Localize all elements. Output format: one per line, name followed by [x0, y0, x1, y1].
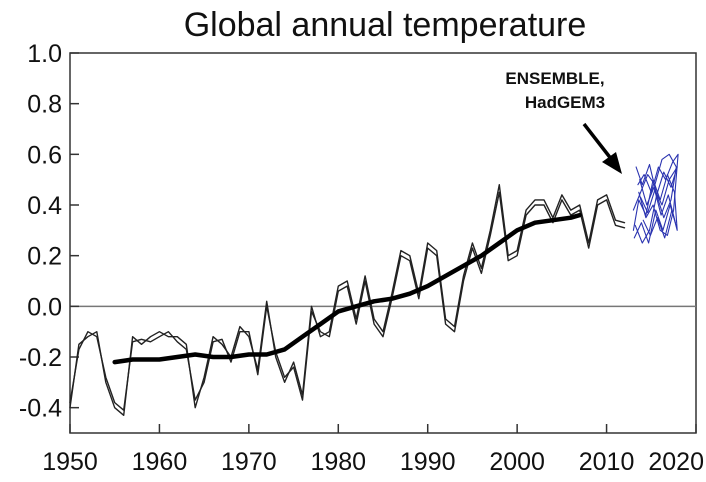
x-tick-label: 1960: [132, 448, 188, 476]
x-tick-label: 1990: [400, 448, 456, 476]
ensemble-member-line: [632, 153, 677, 244]
x-tick-label: 2020: [648, 448, 704, 476]
y-tick-label: 0.2: [27, 243, 62, 271]
smoothed-trend-line: [112, 212, 582, 365]
y-tick-label: 0.6: [27, 141, 62, 169]
annotation-arrow-head: [602, 152, 622, 174]
y-axis: 1.0 0.8 0.6 0.4 0.2 0.0 -0.2 -0.4: [19, 40, 79, 423]
ensemble-annotation: ENSEMBLE, HadGEM3: [505, 69, 622, 174]
x-tick-label: 1980: [310, 448, 366, 476]
observed-series-line: [69, 191, 626, 411]
series-layer: [69, 153, 679, 416]
y-tick-label: -0.4: [19, 395, 62, 423]
y-tick-label: 0.8: [27, 91, 62, 119]
annotation-line-1: ENSEMBLE,: [505, 69, 604, 88]
x-tick-label: 2010: [579, 448, 635, 476]
x-tick-label: 2000: [489, 448, 545, 476]
y-tick-label: 0.0: [27, 293, 62, 321]
chart-title: Global annual temperature: [184, 6, 587, 44]
ensemble-member-line: [635, 163, 678, 214]
ensemble-member-line: [637, 153, 679, 236]
y-tick-label: 0.4: [27, 192, 62, 220]
y-tick-label: -0.2: [19, 344, 62, 372]
ensemble-member-line: [632, 174, 678, 239]
observed-series-line: [69, 183, 626, 416]
annotation-line-2: HadGEM3: [525, 93, 605, 112]
plot-frame: [69, 52, 697, 434]
y-tick-label: 1.0: [27, 40, 62, 68]
x-tick-label: 1970: [221, 448, 277, 476]
annotation-arrow-shaft: [582, 122, 614, 162]
x-axis: 1950 1960 1970 1980 1990 2000 2010 2020: [42, 424, 704, 476]
x-tick-label: 1950: [42, 448, 98, 476]
ensemble-member-line: [633, 179, 676, 244]
